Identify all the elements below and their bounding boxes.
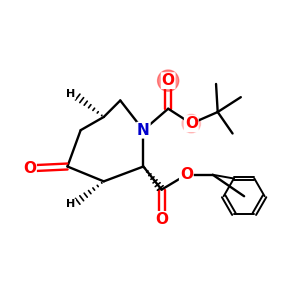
Circle shape bbox=[158, 70, 179, 91]
Text: H: H bbox=[66, 89, 75, 99]
Text: O: O bbox=[162, 73, 175, 88]
Text: N: N bbox=[137, 123, 150, 138]
Text: O: O bbox=[185, 116, 198, 131]
Text: H: H bbox=[66, 200, 75, 209]
Text: O: O bbox=[23, 161, 36, 176]
Text: O: O bbox=[180, 167, 193, 182]
Text: O: O bbox=[155, 212, 168, 227]
Circle shape bbox=[182, 114, 200, 133]
